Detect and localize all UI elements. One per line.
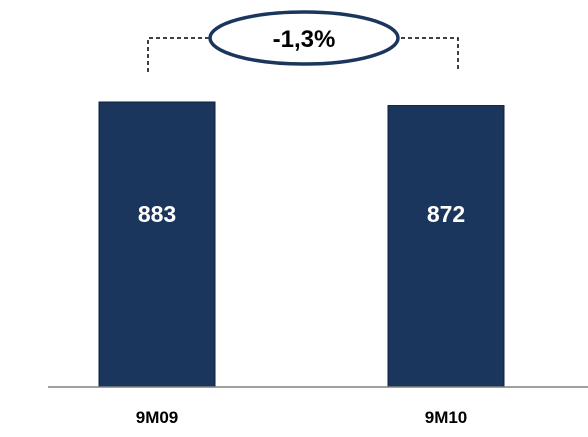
change-bracket-right [394, 37, 459, 72]
labels-layer: 883 9M09 872 9M10 [136, 201, 468, 427]
change-ellipse [208, 10, 400, 66]
bar-value-label: 883 [138, 201, 176, 227]
bar-9m10 [387, 105, 505, 388]
change-percentage-label: -1,3% [273, 26, 336, 53]
change-bracket-left [147, 37, 212, 72]
bar-value-label: 872 [427, 201, 465, 227]
x-tick-label: 9M09 [136, 408, 179, 427]
x-tick-label: 9M10 [425, 408, 468, 427]
bars-layer [98, 101, 505, 388]
bar-9m09 [98, 101, 216, 388]
change-annotation: -1,3% [147, 10, 459, 72]
